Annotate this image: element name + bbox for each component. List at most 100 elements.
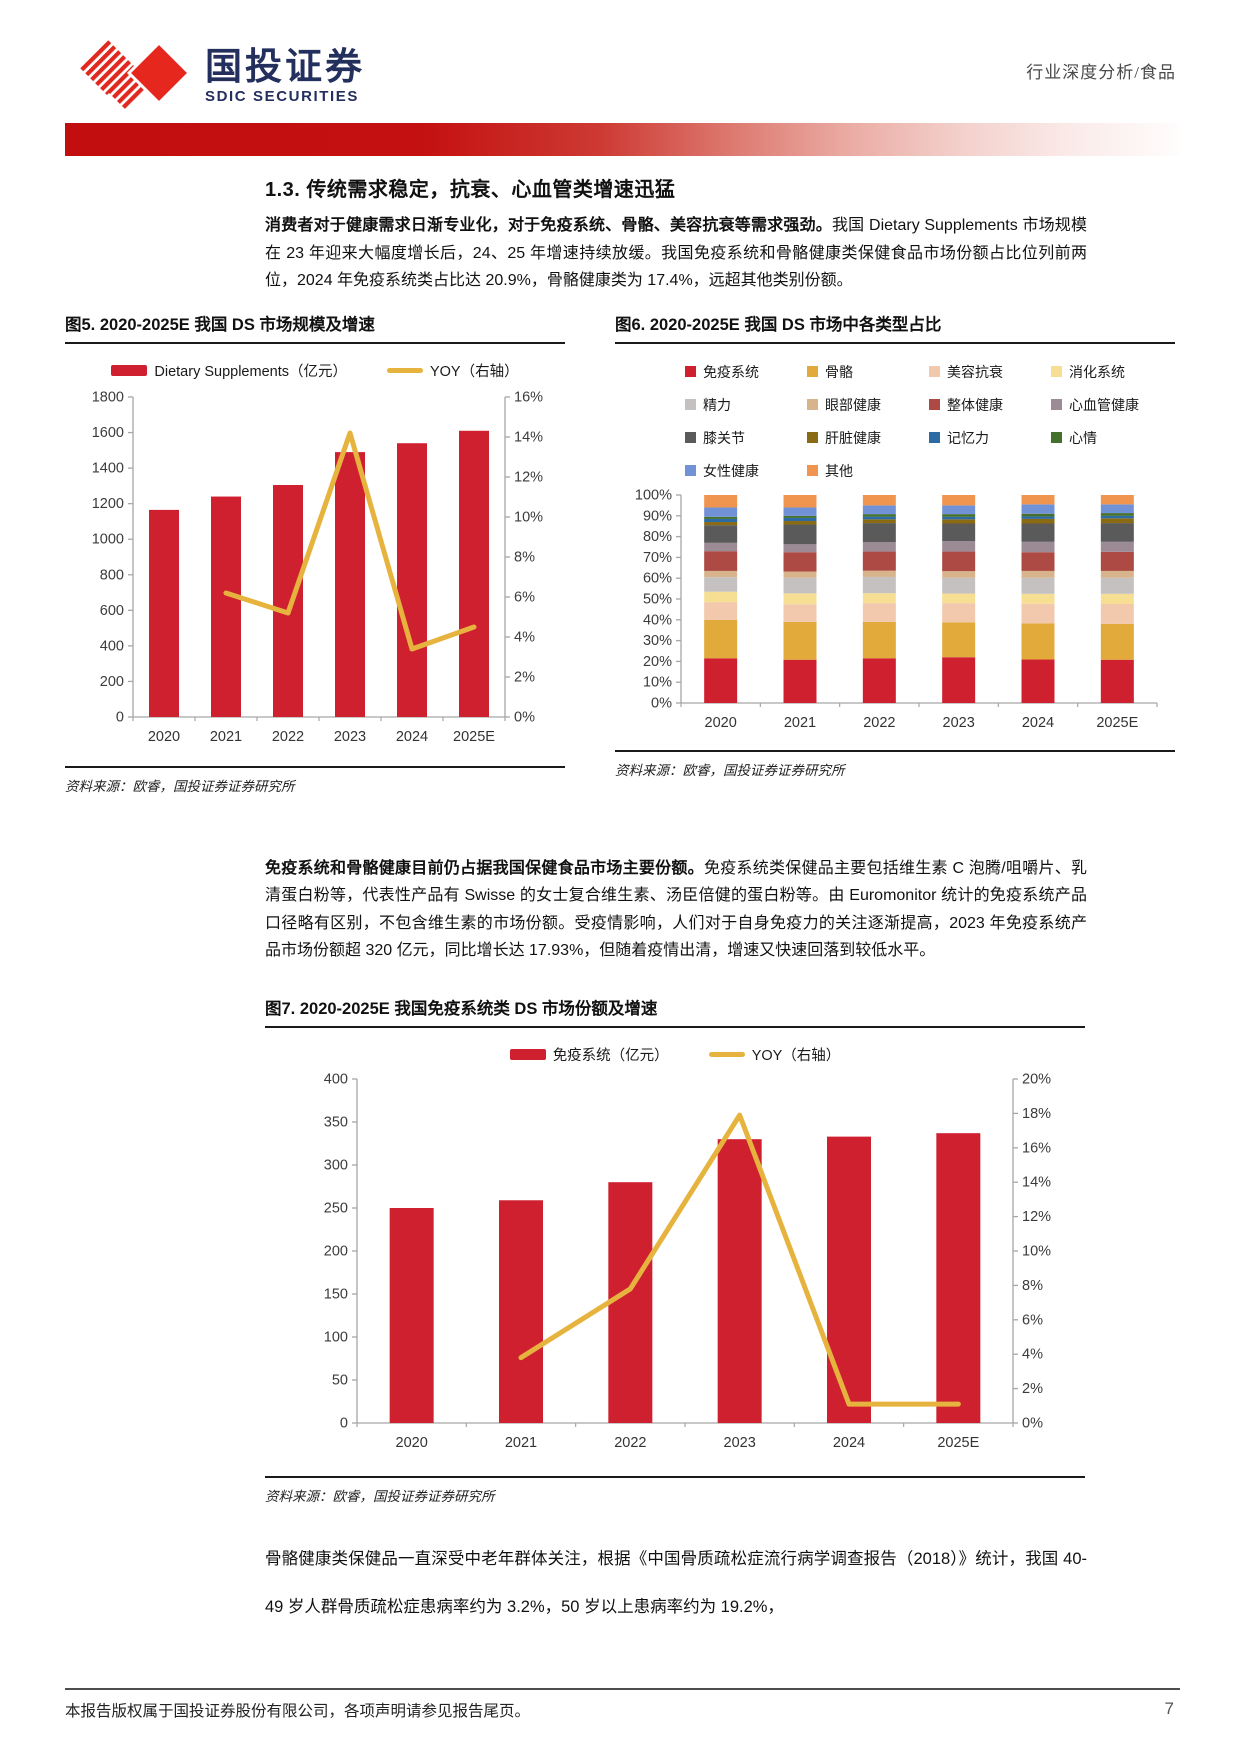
svg-text:2%: 2% xyxy=(514,669,535,685)
legend-label: 其他 xyxy=(825,462,853,479)
legend-item: 记忆力 xyxy=(929,428,1025,448)
svg-text:200: 200 xyxy=(100,673,124,689)
svg-text:2022: 2022 xyxy=(863,715,895,731)
svg-text:50: 50 xyxy=(332,1372,348,1388)
svg-text:2020: 2020 xyxy=(705,715,737,731)
legend-label: 消化系统 xyxy=(1069,363,1125,380)
svg-text:0%: 0% xyxy=(514,709,535,725)
svg-text:12%: 12% xyxy=(514,469,543,485)
page-number: 7 xyxy=(1164,1699,1174,1718)
legend: 免疫系统 骨骼 美容抗衰 消化系统 精力 眼部健康 整体健康 心血管健康 膝关节 肝脏健康 记忆力 心… xyxy=(615,362,1175,481)
bar-swatch-icon xyxy=(685,432,696,444)
svg-text:2023: 2023 xyxy=(724,1435,756,1451)
svg-text:400: 400 xyxy=(324,1071,348,1087)
doc-type-label: 行业深度分析/食品 xyxy=(1026,63,1176,82)
svg-text:60%: 60% xyxy=(643,570,672,586)
footer-copyright: 本报告版权属于国投证券股份有限公司，各项声明请参见报告尾页。 xyxy=(65,1703,531,1720)
legend-item: 其他 xyxy=(807,461,903,481)
svg-text:8%: 8% xyxy=(514,549,535,565)
logo-wordmark: 国投证券 SDIC SECURITIES xyxy=(205,46,365,105)
svg-text:2025E: 2025E xyxy=(453,729,495,745)
bar-swatch-icon xyxy=(807,366,818,378)
legend-item: 免疫系统（亿元） xyxy=(509,1044,669,1065)
svg-text:12%: 12% xyxy=(1022,1209,1051,1225)
paragraph-intro-lead: 消费者对于健康需求日渐专业化，对于免疫系统、骨骼、美容抗衰等需求强劲。 xyxy=(265,217,832,234)
legend-item: YOY（右轴） xyxy=(386,360,519,381)
svg-text:1400: 1400 xyxy=(92,460,124,476)
svg-text:6%: 6% xyxy=(1022,1312,1043,1328)
figure-6-title: 图6. 2020-2025E 我国 DS 市场中各类型占比 xyxy=(615,311,1175,344)
legend-item: Dietary Supplements（亿元） xyxy=(111,360,347,381)
legend-label: 肝脏健康 xyxy=(825,429,881,446)
legend-label: 心血管健康 xyxy=(1069,396,1139,413)
bar-swatch-icon xyxy=(807,399,818,411)
svg-text:250: 250 xyxy=(324,1200,348,1216)
svg-text:10%: 10% xyxy=(514,509,543,525)
legend-label: 女性健康 xyxy=(703,462,759,479)
svg-text:10%: 10% xyxy=(1022,1243,1051,1259)
svg-text:40%: 40% xyxy=(643,612,672,628)
svg-text:400: 400 xyxy=(100,638,124,654)
legend-label: 整体健康 xyxy=(947,396,1003,413)
svg-text:0%: 0% xyxy=(1022,1415,1043,1431)
svg-text:0: 0 xyxy=(340,1415,348,1431)
bar-swatch-icon xyxy=(509,1048,546,1060)
svg-text:2021: 2021 xyxy=(784,715,816,731)
line-swatch-icon xyxy=(708,1051,745,1057)
svg-text:350: 350 xyxy=(324,1114,348,1130)
legend-label: 精力 xyxy=(703,396,731,413)
svg-text:4%: 4% xyxy=(1022,1346,1043,1362)
bar-swatch-icon xyxy=(1051,432,1062,444)
svg-text:150: 150 xyxy=(324,1286,348,1302)
svg-text:100: 100 xyxy=(324,1329,348,1345)
legend-item: 心情 xyxy=(1051,428,1147,448)
svg-text:0%: 0% xyxy=(651,695,672,711)
bar-swatch-icon xyxy=(111,364,148,376)
section-heading: 1.3. 传统需求稳定，抗衰、心血管类增速迅猛 xyxy=(265,179,676,201)
svg-text:2021: 2021 xyxy=(505,1435,537,1451)
sdic-logo-icon xyxy=(73,36,192,117)
page-footer: 本报告版权属于国投证券股份有限公司，各项声明请参见报告尾页。 7 xyxy=(65,1688,1180,1721)
svg-text:18%: 18% xyxy=(1022,1106,1051,1122)
figure-7: 图7. 2020-2025E 我国免疫系统类 DS 市场份额及增速 免疫系统（亿… xyxy=(265,995,1085,1505)
bar-swatch-icon xyxy=(929,366,940,378)
legend-item: 消化系统 xyxy=(1051,362,1147,382)
svg-text:200: 200 xyxy=(324,1243,348,1259)
svg-text:2023: 2023 xyxy=(334,729,366,745)
legend-item: 免疫系统 xyxy=(685,362,781,382)
svg-text:2024: 2024 xyxy=(1022,715,1054,731)
paragraph-immune: 免疫系统和骨骼健康目前仍占据我国保健食品市场主要份额。免疫系统类保健品主要包括维… xyxy=(265,855,1087,965)
bar-swatch-icon xyxy=(929,432,940,444)
legend-label: 记忆力 xyxy=(947,429,989,446)
header-divider-bar xyxy=(65,123,1180,156)
bar-swatch-icon xyxy=(685,399,696,411)
svg-text:2%: 2% xyxy=(1022,1381,1043,1397)
svg-text:30%: 30% xyxy=(643,633,672,649)
svg-text:16%: 16% xyxy=(514,389,543,405)
legend-item: 女性健康 xyxy=(685,461,781,481)
svg-text:70%: 70% xyxy=(643,549,672,565)
bar-swatch-icon xyxy=(685,366,696,378)
svg-text:90%: 90% xyxy=(643,508,672,524)
svg-text:6%: 6% xyxy=(514,589,535,605)
figure-5-title: 图5. 2020-2025E 我国 DS 市场规模及增速 xyxy=(65,311,565,344)
page-header: 国投证券 SDIC SECURITIES 行业深度分析/食品 xyxy=(65,0,1180,114)
figure-5-source: 资料来源：欧睿，国投证券证券研究所 xyxy=(65,765,565,795)
logo-cn-text: 国投证券 xyxy=(205,46,365,88)
legend-label: 眼部健康 xyxy=(825,396,881,413)
svg-text:2021: 2021 xyxy=(210,729,242,745)
legend-label: 免疫系统 xyxy=(703,363,759,380)
legend: 免疫系统（亿元） YOY（右轴） xyxy=(265,1044,1085,1065)
figure-7-source: 资料来源：欧睿，国投证券证券研究所 xyxy=(265,1475,1085,1505)
paragraph-intro: 消费者对于健康需求日渐专业化，对于免疫系统、骨骼、美容抗衰等需求强劲。我国 Di… xyxy=(265,212,1087,295)
line-swatch-icon xyxy=(386,367,423,373)
svg-text:2022: 2022 xyxy=(272,729,304,745)
paragraph-immune-lead: 免疫系统和骨骼健康目前仍占据我国保健食品市场主要份额。 xyxy=(265,859,704,877)
figure-6: 图6. 2020-2025E 我国 DS 市场中各类型占比 免疫系统 骨骼 美容抗衰… xyxy=(615,311,1175,795)
svg-text:100%: 100% xyxy=(635,489,672,504)
legend-item: YOY（右轴） xyxy=(708,1044,840,1065)
logo-en-text: SDIC SECURITIES xyxy=(205,87,360,105)
svg-text:1600: 1600 xyxy=(92,425,124,441)
legend-item: 心血管健康 xyxy=(1051,395,1147,415)
legend-item: 精力 xyxy=(685,395,781,415)
